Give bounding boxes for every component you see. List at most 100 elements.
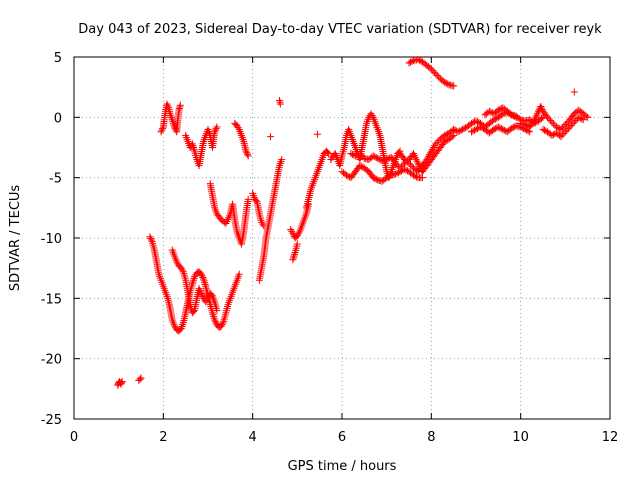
data-point bbox=[197, 288, 205, 296]
data-point bbox=[569, 120, 577, 128]
data-point bbox=[476, 123, 484, 131]
data-point bbox=[412, 173, 420, 181]
data-point bbox=[409, 171, 417, 179]
y-tick-label: -10 bbox=[41, 232, 62, 247]
data-point bbox=[210, 314, 218, 322]
data-point bbox=[234, 124, 242, 132]
data-points bbox=[114, 55, 592, 389]
data-point bbox=[472, 125, 480, 133]
data-point bbox=[460, 125, 468, 133]
data-point bbox=[289, 254, 297, 262]
data-point bbox=[478, 124, 486, 132]
data-point bbox=[368, 112, 376, 120]
data-point bbox=[558, 131, 566, 139]
data-point bbox=[118, 378, 126, 386]
data-point bbox=[190, 274, 198, 282]
data-point bbox=[242, 147, 250, 155]
data-point bbox=[357, 162, 365, 170]
data-point bbox=[293, 232, 301, 240]
data-point bbox=[354, 150, 362, 158]
data-point bbox=[543, 113, 551, 121]
data-point bbox=[369, 174, 377, 182]
data-point bbox=[201, 279, 209, 287]
y-tick-label: -15 bbox=[41, 292, 62, 307]
x-tick-label: 8 bbox=[427, 430, 435, 445]
data-point bbox=[521, 121, 529, 129]
data-point bbox=[537, 102, 545, 110]
data-point bbox=[200, 275, 208, 283]
data-point bbox=[432, 140, 440, 148]
data-point bbox=[290, 252, 298, 260]
data-point bbox=[499, 125, 507, 133]
data-point bbox=[188, 280, 196, 288]
data-point bbox=[342, 171, 350, 179]
data-point bbox=[429, 67, 437, 75]
data-point bbox=[323, 148, 331, 156]
data-point bbox=[189, 278, 197, 286]
data-point bbox=[469, 119, 477, 127]
x-tick-label: 0 bbox=[70, 430, 78, 445]
data-point bbox=[137, 374, 145, 382]
data-point bbox=[196, 286, 204, 294]
data-point bbox=[570, 118, 578, 126]
data-point bbox=[405, 159, 413, 167]
data-point bbox=[402, 166, 410, 174]
data-point bbox=[178, 266, 186, 274]
x-axis-label: GPS time / hours bbox=[288, 459, 397, 474]
data-point bbox=[233, 122, 241, 130]
y-tick-label: -25 bbox=[41, 413, 62, 428]
data-point bbox=[582, 112, 590, 120]
data-point bbox=[188, 140, 196, 148]
data-point bbox=[491, 125, 499, 133]
data-point bbox=[325, 150, 333, 158]
data-point bbox=[369, 152, 377, 160]
x-tick-label: 6 bbox=[338, 430, 346, 445]
data-point bbox=[197, 270, 205, 278]
data-point bbox=[392, 170, 400, 178]
y-tick-label: -5 bbox=[49, 172, 62, 187]
data-point bbox=[213, 306, 221, 314]
data-point bbox=[375, 155, 383, 163]
data-point bbox=[572, 117, 580, 125]
data-point bbox=[372, 175, 380, 183]
data-point bbox=[566, 123, 574, 131]
data-point bbox=[217, 322, 225, 330]
data-point bbox=[136, 375, 144, 383]
data-point bbox=[579, 116, 587, 124]
data-point bbox=[201, 280, 209, 288]
data-point bbox=[393, 161, 401, 169]
data-point bbox=[348, 150, 356, 158]
data-point bbox=[538, 104, 546, 112]
data-point bbox=[506, 110, 514, 118]
x-tick-label: 12 bbox=[602, 430, 619, 445]
data-point bbox=[548, 131, 556, 139]
data-point bbox=[198, 291, 206, 299]
chart-title: Day 043 of 2023, Sidereal Day-to-day VTE… bbox=[78, 22, 602, 37]
data-point bbox=[454, 128, 462, 136]
data-point bbox=[371, 174, 379, 182]
data-point bbox=[552, 123, 560, 131]
data-point bbox=[509, 123, 517, 131]
data-point bbox=[118, 379, 126, 387]
data-point bbox=[418, 174, 426, 182]
data-point bbox=[459, 125, 467, 133]
data-point bbox=[259, 220, 267, 228]
data-point bbox=[539, 125, 547, 133]
data-point bbox=[208, 309, 216, 317]
data-point bbox=[372, 154, 380, 162]
data-point bbox=[515, 115, 523, 123]
data-point bbox=[560, 129, 568, 137]
data-point bbox=[146, 233, 154, 241]
data-point bbox=[415, 56, 423, 64]
data-point bbox=[235, 270, 243, 278]
data-point bbox=[424, 154, 432, 162]
data-point bbox=[244, 195, 252, 203]
data-point bbox=[218, 320, 226, 328]
data-point bbox=[289, 256, 297, 264]
data-point bbox=[147, 234, 155, 242]
data-point bbox=[189, 144, 197, 151]
data-point bbox=[176, 101, 184, 109]
data-point bbox=[191, 273, 199, 281]
data-point bbox=[159, 125, 167, 133]
data-point bbox=[197, 290, 205, 298]
